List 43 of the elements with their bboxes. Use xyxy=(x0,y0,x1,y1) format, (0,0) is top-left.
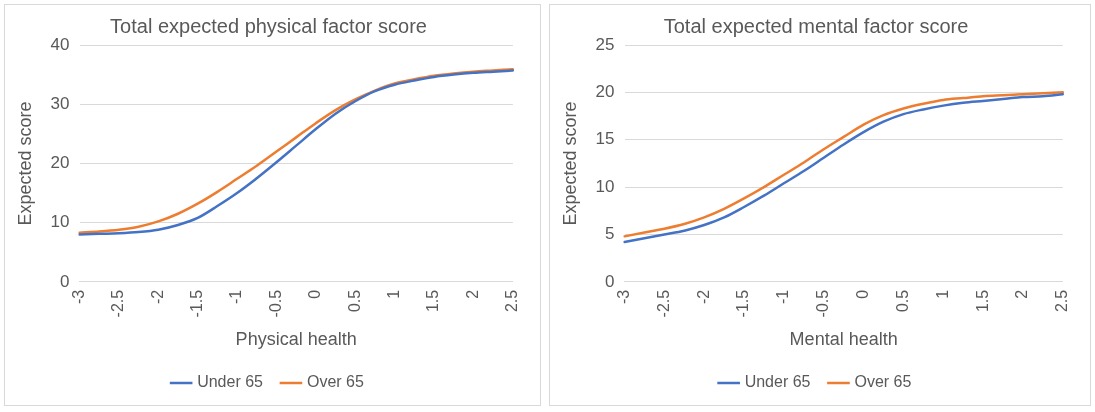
x-tick-label: -0.5 xyxy=(814,289,832,318)
y-axis-title: Expected score xyxy=(14,101,35,226)
y-tick-label: 20 xyxy=(50,153,70,173)
y-tick-label: 30 xyxy=(50,93,70,113)
y-tick-label: 10 xyxy=(50,212,70,232)
chart-title: Total expected physical factor score xyxy=(110,14,427,37)
y-tick-label: 40 xyxy=(50,34,70,54)
y-tick-label: 25 xyxy=(595,34,615,54)
x-tick-label: 0 xyxy=(306,289,324,299)
x-tick-label: 2.5 xyxy=(503,289,521,313)
x-tick-label: 0 xyxy=(853,289,871,299)
x-tick-label: 2.5 xyxy=(1053,289,1071,313)
x-tick-label: 1 xyxy=(385,289,403,299)
chart-title: Total expected mental factor score xyxy=(663,14,969,37)
y-tick-label: 5 xyxy=(605,224,615,244)
legend-label: Over 65 xyxy=(854,373,912,391)
x-tick-label: 0.5 xyxy=(345,289,363,313)
x-tick-label: 1.5 xyxy=(424,289,442,313)
x-tick-label: -1.5 xyxy=(734,289,752,318)
y-axis-title: Expected score xyxy=(559,101,580,226)
x-axis-title: Physical health xyxy=(235,329,357,350)
x-tick-label: -2.5 xyxy=(654,289,672,318)
y-tick-label: 15 xyxy=(595,129,615,149)
x-tick-label: -2 xyxy=(694,289,712,305)
y-tick-label: 20 xyxy=(595,82,615,102)
x-tick-label: -3 xyxy=(614,289,632,305)
x-tick-label: -1 xyxy=(774,289,792,305)
x-tick-label: 2 xyxy=(463,289,481,299)
x-tick-label: -0.5 xyxy=(266,289,284,318)
x-tick-label: 0.5 xyxy=(893,289,911,313)
x-tick-label: -2 xyxy=(148,289,166,305)
x-axis-title: Mental health xyxy=(789,329,898,350)
x-tick-label: 1 xyxy=(933,289,951,299)
x-tick-label: -3 xyxy=(69,289,87,305)
x-tick-label: -1.5 xyxy=(188,289,206,318)
legend-label: Over 65 xyxy=(306,373,364,391)
x-tick-label: 2 xyxy=(1013,289,1031,299)
x-tick-label: -1 xyxy=(227,289,245,305)
legend-label: Under 65 xyxy=(197,373,264,391)
legend-label: Under 65 xyxy=(744,373,811,391)
x-tick-label: -2.5 xyxy=(109,289,127,318)
y-tick-label: 10 xyxy=(595,176,615,196)
x-tick-label: 1.5 xyxy=(973,289,991,313)
